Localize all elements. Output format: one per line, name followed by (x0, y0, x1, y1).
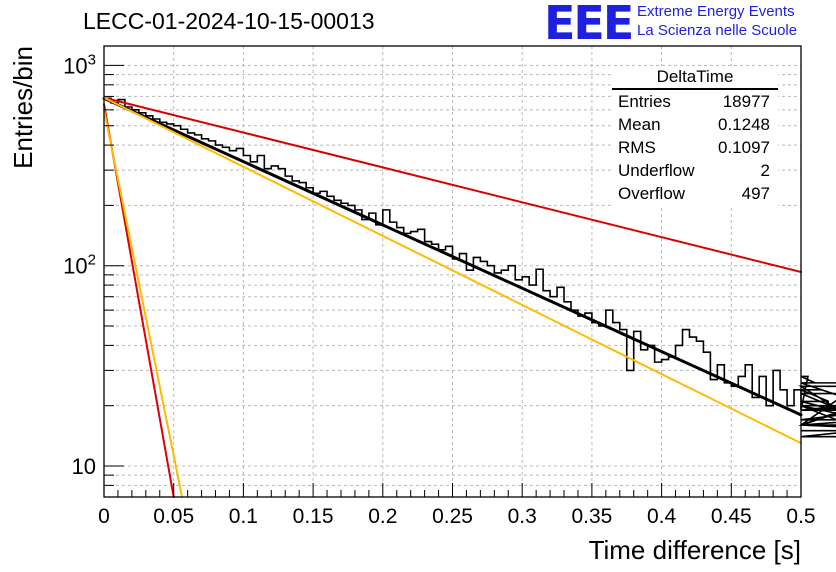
stats-row-overflow: Overflow 497 (612, 182, 778, 205)
stats-row-entries: Entries 18977 (612, 90, 778, 113)
curve-fast (103, 108, 184, 498)
logo-caption: Extreme Energy Events La Scienza nelle S… (637, 2, 797, 40)
stats-box: DeltaTime Entries 18977 Mean 0.1248 RMS … (612, 66, 778, 206)
x-tick-label: 0.35 (571, 505, 612, 528)
chart-marks (102, 96, 836, 498)
stats-title: DeltaTime (612, 66, 778, 90)
x-tick-label: 0.05 (153, 505, 194, 528)
histogram (104, 97, 836, 438)
stats-value: 18977 (722, 92, 770, 111)
x-tick-label: 0.1 (229, 505, 258, 528)
stats-label: RMS (618, 138, 656, 157)
curve-model (103, 96, 802, 445)
logo-letters: EEE (544, 0, 634, 50)
x-tick-label: 0 (98, 505, 110, 528)
stats-value: 0.1097 (718, 138, 770, 157)
stats-row-underflow: Underflow 2 (612, 159, 778, 182)
eee-logo: EEE (544, 0, 634, 46)
x-tick-label: 0.15 (293, 505, 334, 528)
stats-value: 2 (760, 161, 770, 180)
stats-label: Underflow (618, 161, 695, 180)
stats-row-rms: RMS 0.1097 (612, 136, 778, 159)
x-tick-label: 0.2 (368, 505, 397, 528)
axes: 0 0.05 0.1 0.15 0.2 0.25 0.3 0.35 0.4 0.45 0.5 10 10… (8, 46, 816, 565)
x-axis-title: Time difference [s] (589, 535, 801, 565)
logo-line-2: La Scienza nelle Scuole (637, 22, 798, 39)
x-tick-label: 0.25 (432, 505, 473, 528)
x-tick-label: 0.45 (711, 505, 752, 528)
y-tick-label: 103 (63, 51, 96, 78)
stats-value: 497 (741, 184, 770, 203)
curve-fit (102, 96, 803, 417)
chart-title: LECC-01-2024-10-15-00013 (83, 8, 375, 34)
stats-label: Entries (618, 92, 671, 111)
y-axis-title: Entries/bin (8, 46, 38, 169)
y-tick-label: 102 (63, 252, 96, 279)
grid (104, 46, 801, 498)
stats-row-mean: Mean 0.1248 (612, 113, 778, 136)
x-tick-label: 0.3 (508, 505, 537, 528)
curve-slow (103, 96, 802, 274)
stats-label: Mean (618, 115, 661, 134)
y-tick-label: 10 (72, 454, 96, 479)
stats-value: 0.1248 (718, 115, 770, 134)
stats-label: Overflow (618, 184, 686, 203)
x-tick-label: 0.5 (786, 505, 815, 528)
logo-line-1: Extreme Energy Events (637, 3, 795, 20)
x-tick-label: 0.4 (647, 505, 677, 528)
